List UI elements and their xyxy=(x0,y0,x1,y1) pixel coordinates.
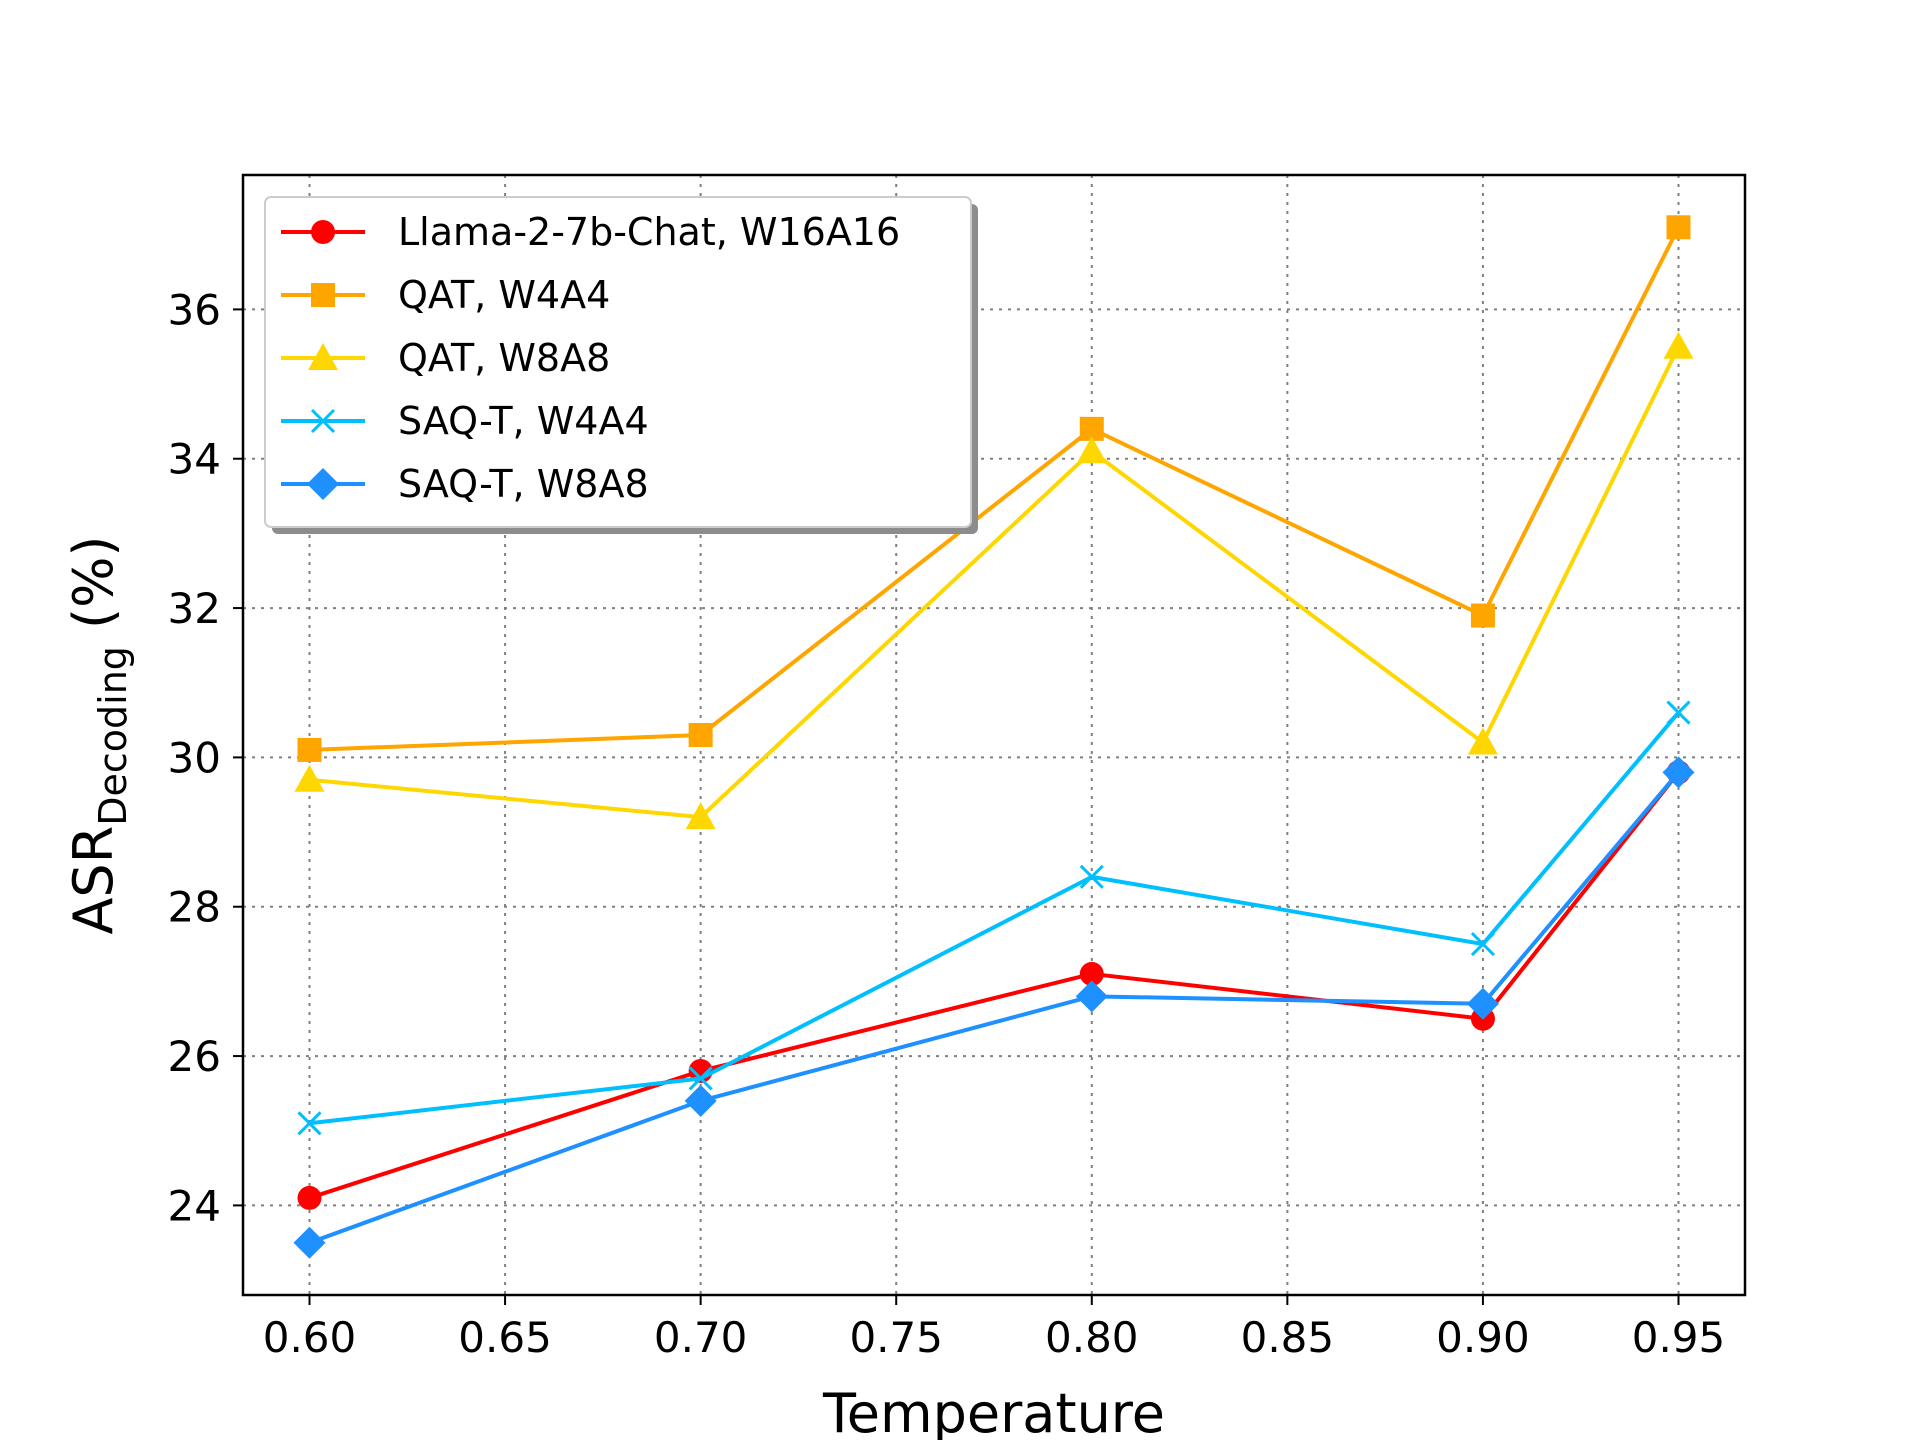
data-point xyxy=(684,1084,717,1117)
y-tick-label: 34 xyxy=(168,435,221,484)
y-axis-title-suffix: (%) xyxy=(62,535,125,646)
data-point xyxy=(297,1185,322,1210)
legend-label: QAT, W4A4 xyxy=(398,273,610,317)
y-tick-label: 24 xyxy=(168,1181,221,1230)
x-tick-label: 0.70 xyxy=(654,1313,748,1362)
data-point xyxy=(685,802,716,830)
legend-marker xyxy=(311,283,335,307)
y-tick-label: 28 xyxy=(168,883,221,932)
x-axis-title: Temperature xyxy=(822,1382,1165,1440)
y-axis: 24 26 28 30 32 34 36 xyxy=(168,285,243,1230)
x-axis: 0.60 0.65 0.70 0.75 0.80 0.85 0.90 0.95 xyxy=(263,1295,1726,1362)
legend-label: SAQ-T, W4A4 xyxy=(398,399,649,443)
series-2 xyxy=(297,215,1691,762)
legend-box xyxy=(264,196,972,528)
data-point xyxy=(1079,864,1104,889)
legend-entry: SAQ-T, W4A4 xyxy=(281,399,649,443)
y-axis-title-main: ASR xyxy=(62,826,125,935)
data-point xyxy=(688,723,713,747)
y-tick-label: 26 xyxy=(168,1032,221,1081)
data-point xyxy=(1075,980,1108,1013)
x-tick-label: 0.60 xyxy=(263,1313,357,1362)
plot-frame xyxy=(241,173,1747,1297)
data-point xyxy=(1470,603,1495,628)
legend: Llama-2-7b-Chat, W16A16 QAT, W4A4 QAT, W8A… xyxy=(264,196,978,534)
y-tick-label: 36 xyxy=(168,285,221,334)
legend-marker xyxy=(310,408,336,434)
data-point xyxy=(1666,700,1691,725)
data-point xyxy=(1666,215,1691,240)
data-point xyxy=(1470,932,1495,957)
legend-marker xyxy=(307,468,339,500)
data-point xyxy=(294,764,325,792)
legend-marker xyxy=(308,343,338,370)
data-point xyxy=(1663,331,1694,359)
data-point xyxy=(297,1111,322,1136)
series-5 xyxy=(293,756,1695,1259)
series-4 xyxy=(297,700,1691,1136)
y-axis-title-subscript: Decoding xyxy=(91,646,135,826)
data-point xyxy=(1662,756,1695,789)
legend-label: SAQ-T, W8A8 xyxy=(398,462,649,506)
data-point xyxy=(297,737,322,762)
legend-entry: SAQ-T, W8A8 xyxy=(281,462,649,506)
x-tick-label: 0.75 xyxy=(849,1313,943,1362)
data-point xyxy=(293,1226,326,1259)
y-axis-title: ASRDecoding (%) xyxy=(62,535,135,934)
x-tick-label: 0.90 xyxy=(1436,1313,1530,1362)
x-tick-label: 0.85 xyxy=(1241,1313,1335,1362)
legend-marker xyxy=(311,220,335,244)
y-tick-label: 32 xyxy=(168,584,221,633)
series-line xyxy=(309,711,1681,1126)
legend-entry: QAT, W8A8 xyxy=(281,336,610,380)
x-tick-label: 0.80 xyxy=(1045,1313,1139,1362)
series-1 xyxy=(297,760,1691,1210)
data-point xyxy=(1466,987,1499,1020)
x-tick-label: 0.95 xyxy=(1632,1313,1726,1362)
x-tick-label: 0.65 xyxy=(458,1313,552,1362)
legend-items: Llama-2-7b-Chat, W16A16 QAT, W4A4 QAT, W8A… xyxy=(281,210,900,506)
legend-label: Llama-2-7b-Chat, W16A16 xyxy=(398,210,900,254)
data-point xyxy=(1467,727,1498,755)
series-3 xyxy=(294,331,1694,830)
series-line xyxy=(308,771,1681,1200)
series-layer xyxy=(293,215,1695,1259)
legend-entry: QAT, W4A4 xyxy=(281,273,610,317)
legend-entry: Llama-2-7b-Chat, W16A16 xyxy=(281,210,900,254)
legend-label: QAT, W8A8 xyxy=(398,336,610,380)
data-point xyxy=(1079,961,1104,986)
data-point xyxy=(1076,436,1107,464)
data-point xyxy=(688,1066,713,1091)
y-tick-label: 30 xyxy=(168,733,221,782)
